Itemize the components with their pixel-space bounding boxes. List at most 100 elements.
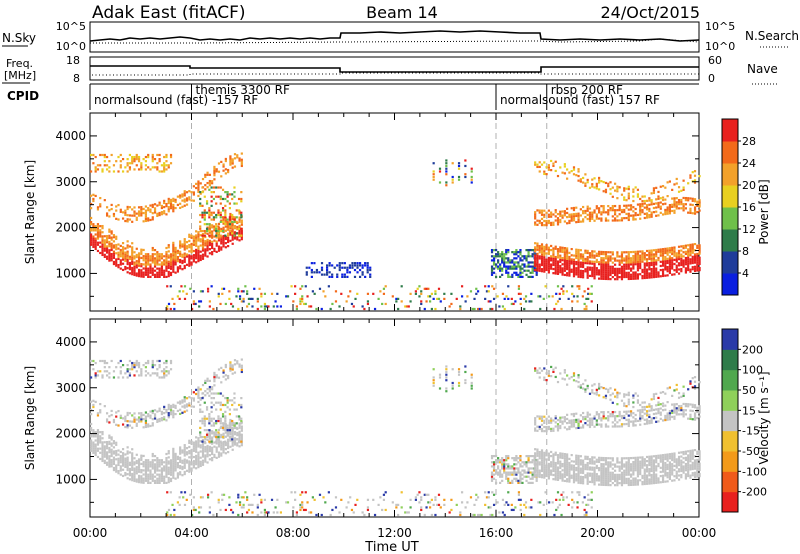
velocity-cell [149, 477, 152, 480]
power-cell [687, 262, 690, 265]
power-cell [140, 256, 143, 260]
power-cell [552, 259, 555, 262]
velocity-cell [587, 503, 590, 506]
velocity-cell [172, 470, 175, 473]
power-cell [153, 253, 157, 256]
colorbar-swatch [722, 229, 738, 252]
power-cell [591, 254, 594, 257]
power-cell [693, 181, 697, 184]
power-cell [238, 159, 241, 162]
power-cell [313, 262, 316, 265]
power-cell [645, 276, 649, 279]
power-cell [464, 175, 467, 179]
power-cell [611, 265, 614, 268]
power-cell [579, 271, 582, 275]
power-cell [208, 231, 211, 234]
power-cell [547, 260, 550, 264]
velocity-cell [135, 461, 138, 465]
power-cell [229, 161, 232, 164]
velocity-cell [156, 359, 159, 363]
velocity-cell [197, 463, 200, 467]
power-cell [673, 201, 676, 204]
velocity-cell [521, 469, 524, 472]
velocity-cell [137, 460, 141, 463]
velocity-cell [206, 496, 210, 499]
date-title: 24/Oct/2015 [600, 3, 700, 22]
power-cell [205, 211, 209, 214]
velocity-cell [195, 456, 198, 460]
velocity-cell [197, 390, 200, 393]
velocity-cell [530, 506, 533, 509]
velocity-cell [195, 442, 198, 445]
power-cell [566, 255, 569, 258]
power-cell [661, 198, 665, 202]
power-cell [115, 252, 118, 255]
power-cell [680, 259, 683, 262]
velocity-cell [208, 454, 211, 457]
velocity-cell [276, 511, 279, 514]
velocity-cell [543, 460, 546, 463]
power-cell [595, 254, 598, 257]
velocity-cell [457, 370, 461, 374]
velocity-cell [206, 432, 209, 435]
power-cell [361, 273, 364, 276]
power-cell [211, 240, 214, 243]
power-cell [613, 219, 617, 222]
power-cell [673, 254, 676, 257]
power-cell [126, 218, 129, 221]
power-cell [124, 259, 127, 262]
power-cell [105, 234, 109, 238]
velocity-cell [199, 408, 202, 411]
velocity-cell [531, 473, 534, 476]
velocity-cell [509, 481, 512, 484]
velocity-cell [224, 431, 227, 434]
power-cell [593, 186, 596, 189]
power-cell [698, 260, 701, 263]
power-cell [595, 273, 598, 276]
velocity-cell [531, 467, 534, 470]
power-cell [131, 155, 134, 159]
power-cell [698, 262, 701, 266]
power-cell [568, 255, 571, 259]
power-cell [687, 244, 690, 247]
power-cell [92, 245, 95, 248]
power-cell [215, 170, 218, 173]
power-cell [566, 267, 569, 271]
power-cell [655, 273, 658, 276]
velocity-cell [552, 453, 555, 456]
velocity-cell [153, 467, 157, 470]
power-cell [593, 271, 596, 274]
velocity-cell [547, 452, 550, 455]
power-cell [556, 219, 560, 222]
velocity-cell [529, 454, 532, 458]
power-cell [310, 275, 313, 278]
velocity-cell [492, 454, 496, 458]
power-cell [586, 205, 589, 208]
power-cell [427, 295, 430, 298]
power-cell [233, 165, 237, 168]
power-cell [149, 255, 152, 258]
power-cell [655, 206, 658, 209]
power-cell [492, 257, 496, 260]
power-cell [180, 285, 183, 288]
power-cell [397, 297, 400, 300]
power-cell [156, 275, 159, 278]
power-cell [101, 247, 104, 250]
power-cell [534, 217, 537, 220]
power-cell [578, 287, 581, 290]
power-cell [650, 249, 653, 252]
velocity-cell [151, 463, 154, 466]
velocity-cell [169, 477, 173, 481]
velocity-cell [163, 376, 166, 379]
power-cell [627, 187, 630, 191]
velocity-cell [538, 469, 541, 472]
power-cell [224, 246, 227, 249]
velocity-cell [576, 491, 579, 494]
power-cell [540, 257, 544, 260]
velocity-cell [445, 365, 448, 368]
power-cell [648, 209, 651, 213]
velocity-cell [199, 464, 202, 468]
velocity-cell [119, 457, 122, 460]
power-cell [655, 248, 658, 252]
power-cell [634, 214, 637, 217]
